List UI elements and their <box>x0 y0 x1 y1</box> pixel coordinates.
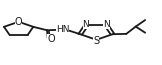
Text: HN: HN <box>56 25 69 34</box>
Text: N: N <box>82 20 89 29</box>
Text: S: S <box>93 36 99 46</box>
Text: N: N <box>104 20 110 29</box>
Text: O: O <box>15 17 23 27</box>
Text: O: O <box>47 34 55 44</box>
